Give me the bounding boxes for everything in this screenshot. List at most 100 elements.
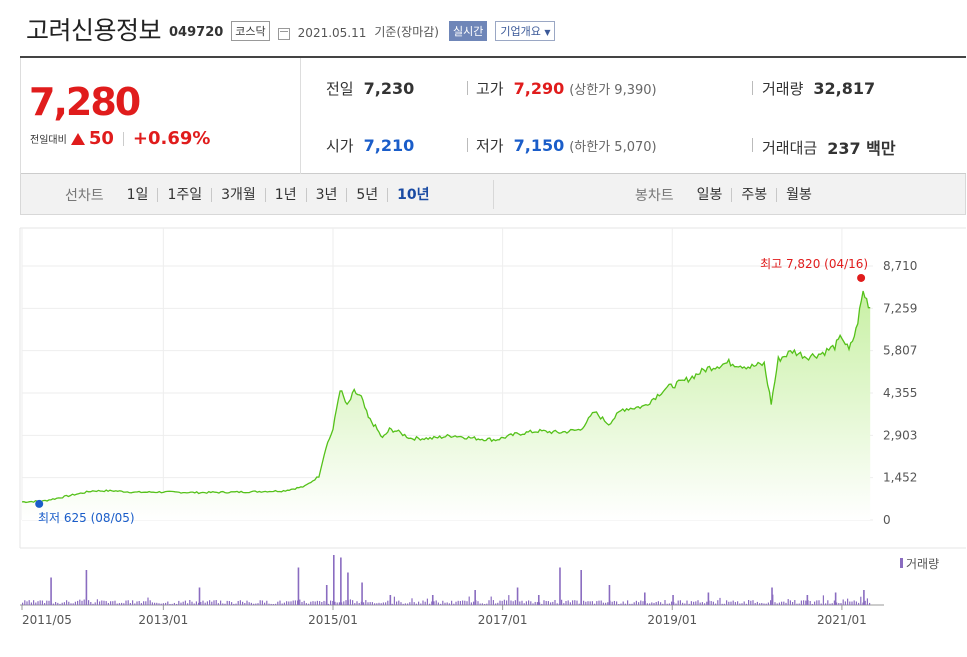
volume-bar [521,600,523,605]
volume-bar [543,600,545,605]
volume-bar [863,590,865,605]
up-arrow-icon [70,132,85,145]
volume-bar [682,602,684,605]
lower-limit: (하한가 5,070) [569,140,657,155]
volume-bar [66,600,68,605]
tab-weekly[interactable]: 주봉 [731,188,776,202]
volume-bar [61,602,63,605]
volume-bar [695,601,697,605]
tab-3y[interactable]: 3년 [305,188,347,202]
volume-bar [481,603,483,605]
volume-bar [838,603,840,605]
volume-bar [162,603,164,605]
volume-bar [651,602,653,605]
volume-bar [26,601,28,605]
y-tick-label: 0 [883,513,891,527]
change-label: 전일대비 [30,135,67,146]
y-tick-label: 5,807 [883,344,917,358]
volume-bar [358,602,360,605]
volume-bar [433,601,435,605]
volume-bar [853,600,855,605]
volume-bar [22,602,24,605]
volume-bar [745,603,747,605]
volume-bar [554,600,556,605]
tab-1w[interactable]: 1주일 [157,188,211,202]
volume-bar [468,596,470,605]
volume-bar [741,603,743,605]
volume-bar [237,601,239,605]
volume-bar [303,600,305,605]
company-overview-dropdown[interactable]: 기업개요 ▼ [495,21,556,41]
volume-bar [831,603,833,605]
volume-bar [149,600,151,605]
tab-1d[interactable]: 1일 [126,187,149,203]
volume-bar [171,603,173,605]
realtime-button[interactable]: 실시간 [448,21,488,41]
stat-amount: 거래대금 237 백만 [762,135,896,159]
volume-bar [712,601,714,605]
volume-bar [184,600,186,605]
volume-bar [121,602,123,605]
volume-bar [272,603,274,605]
volume-bar [193,603,195,605]
divider [493,180,494,209]
volume-bar [633,602,635,605]
volume-bar [206,601,208,605]
volume-bar [37,601,39,605]
price-area [22,291,871,520]
volume-bar [345,600,347,605]
tab-1y[interactable]: 1년 [264,188,306,202]
stat-open: 시가 7,210 [326,135,414,156]
volume-bar [660,602,662,605]
volume-bar [805,600,807,605]
volume-bar [143,601,145,605]
tab-daily[interactable]: 일봉 [696,187,723,203]
volume-bar [474,590,476,605]
volume-bar [354,603,356,605]
volume-bar [684,603,686,605]
stat-label: 거래량 [762,80,804,98]
volume-bar [693,601,695,605]
base-date: 2021.05.11 [297,26,367,40]
tab-monthly[interactable]: 월봉 [776,188,821,202]
volume-bar [305,603,307,605]
volume-bar [239,600,241,605]
volume-bar [343,601,345,605]
volume-bar [484,603,486,605]
volume-bar [387,600,389,605]
stat-label: 저가 [476,137,504,155]
volume-bar [330,600,332,605]
volume-bar [187,603,189,605]
volume-bar [178,600,180,605]
volume-bar [723,603,725,605]
volume-bar [323,600,325,605]
volume-bar [715,603,717,605]
volume-bar [57,602,59,605]
volume-bar [319,601,321,605]
volume-bar [220,600,222,605]
volume-bar [642,601,644,605]
min-label: 최저 625 (08/05) [38,511,135,525]
extreme-markers: 최고 7,820 (04/16) 최저 625 (08/05) [35,257,868,525]
tab-5y[interactable]: 5년 [346,188,387,202]
current-price: 7,280 [29,80,141,124]
volume-bar [583,600,585,605]
volume-bar [666,603,668,605]
volume-bar [774,602,776,605]
volume-bar [608,585,611,605]
volume-bar [704,603,706,605]
volume-bar [771,587,773,605]
volume-bar [849,601,851,605]
volume-bar [288,601,290,605]
volume-bar [519,601,521,605]
tab-3m[interactable]: 3개월 [211,188,265,202]
volume-bar [618,603,620,605]
tab-10y[interactable]: 10년 [387,188,438,202]
volume-bar [242,601,244,605]
y-tick-label: 1,452 [883,471,917,485]
stat-value: 32,817 [813,79,876,98]
volume-bar [371,602,373,605]
volume-bar [594,603,596,605]
volume-bar [783,601,785,605]
volume-bar [165,602,167,605]
